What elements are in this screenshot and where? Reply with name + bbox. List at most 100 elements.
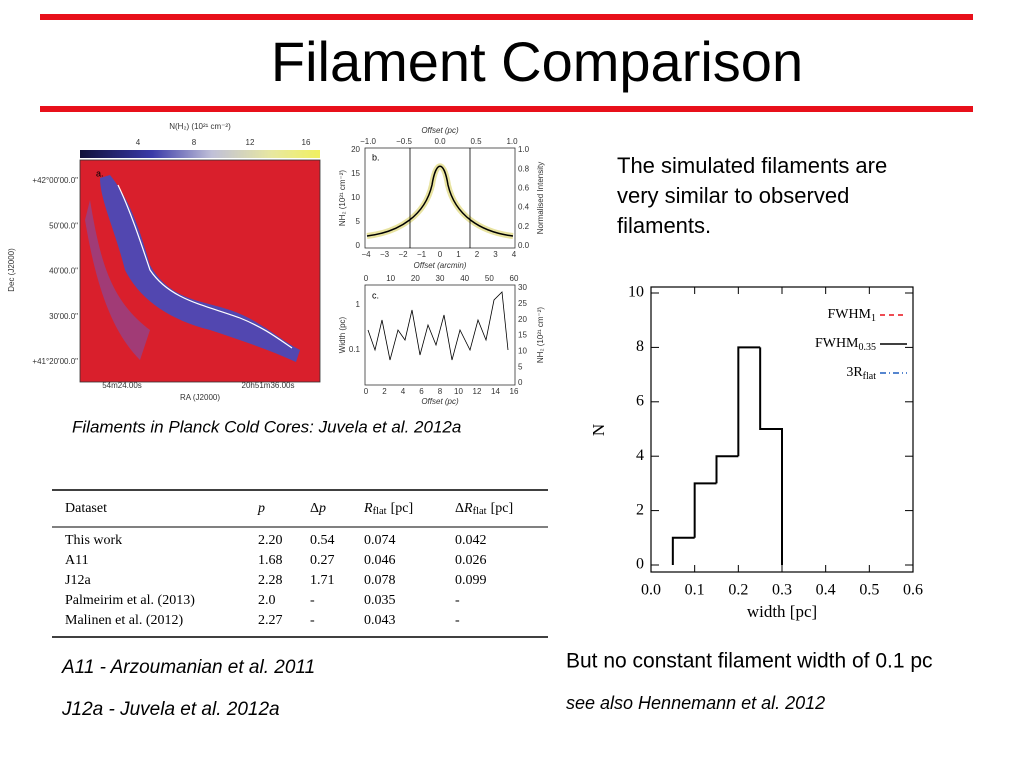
tick-label: 0.2 bbox=[518, 222, 530, 231]
tick-label: 40 bbox=[460, 274, 469, 283]
y-tick-label: 8 bbox=[636, 338, 644, 355]
table-cell: Palmeirim et al. (2013) bbox=[65, 593, 195, 608]
histogram-bar bbox=[715, 455, 739, 484]
table-cell: 1.71 bbox=[310, 573, 335, 588]
legend-name: 3R bbox=[846, 365, 863, 380]
tick-label: 10 bbox=[518, 346, 527, 355]
colorbar-tick: 8 bbox=[192, 138, 197, 147]
panel-label: b. bbox=[372, 152, 380, 162]
table-cell: - bbox=[310, 593, 315, 608]
tick-label: 0.1 bbox=[349, 345, 361, 354]
y-tick-label: 2 bbox=[636, 501, 644, 518]
legend-name: FWHM bbox=[827, 307, 871, 322]
panel-c-image bbox=[364, 284, 516, 386]
ra-tick: 20h51m36.00s bbox=[242, 381, 295, 390]
tick-label: 2 bbox=[382, 387, 387, 396]
table-cell: Malinen et al. (2012) bbox=[65, 613, 184, 628]
tick-label: −0.5 bbox=[396, 137, 412, 146]
conclusion: But no constant filament width of 0.1 pc bbox=[566, 650, 933, 673]
x-tick-label: 0.3 bbox=[772, 582, 792, 599]
cell-text: Dataset bbox=[65, 501, 107, 516]
table-header-cell: Rflat [pc] bbox=[363, 501, 413, 517]
dec-tick: 40'00.0" bbox=[49, 267, 78, 276]
legend-subscript: 0.35 bbox=[859, 342, 877, 353]
table-cell: 0.035 bbox=[364, 593, 396, 608]
table-cell: 0.27 bbox=[310, 553, 335, 568]
histogram-bar bbox=[693, 482, 717, 538]
tick-label: 20 bbox=[351, 145, 360, 154]
filament-region bbox=[100, 175, 300, 362]
legend-subscript: flat bbox=[863, 371, 877, 382]
colorbar-label: N(H₂) (10²¹ cm⁻²) bbox=[169, 122, 231, 131]
tick-label: 30 bbox=[436, 274, 445, 283]
tick-label: 8 bbox=[438, 387, 443, 396]
ra-label: RA (J2000) bbox=[180, 393, 220, 402]
panel-label: c. bbox=[372, 290, 379, 300]
cloud-region bbox=[85, 200, 150, 360]
reference: see also Hennemann et al. 2012 bbox=[566, 693, 825, 713]
axis-label: NH₂ (10²¹ cm⁻²) bbox=[338, 170, 347, 227]
tick-label: 4 bbox=[401, 387, 406, 396]
cell-unit: [pc] bbox=[391, 501, 414, 516]
table-header-cell: Δp bbox=[310, 501, 326, 516]
cell-symbol: R bbox=[463, 501, 473, 516]
colorbar-tick: 16 bbox=[302, 138, 311, 147]
statement-line: The simulated filaments are bbox=[617, 153, 887, 178]
abbreviation-note: A11 - Arzoumanian et al. 2011 bbox=[61, 657, 315, 678]
tick-label: 12 bbox=[473, 387, 482, 396]
abbreviation-note: J12a - Juvela et al. 2012a bbox=[61, 699, 280, 720]
table-cell: A11 bbox=[65, 553, 89, 568]
panel-b-image bbox=[364, 147, 516, 249]
table-cell: 2.28 bbox=[258, 573, 283, 588]
tick-label: 0.0 bbox=[518, 241, 530, 250]
table-cell: 0.074 bbox=[364, 533, 396, 548]
table-cell: 0.54 bbox=[310, 533, 335, 548]
panel-c-trace bbox=[367, 291, 509, 361]
slide-title: Filament Comparison bbox=[271, 30, 803, 93]
table-header-cell: Dataset bbox=[65, 501, 107, 516]
tick-label: 0.5 bbox=[470, 137, 482, 146]
tick-label: 10 bbox=[454, 387, 463, 396]
colorbar-tick: 4 bbox=[136, 138, 141, 147]
tick-label: 10 bbox=[386, 274, 395, 283]
tick-label: 0 bbox=[438, 250, 443, 259]
y-tick-label: 0 bbox=[636, 556, 644, 573]
tick-label: 16 bbox=[510, 387, 519, 396]
cell-unit: [pc] bbox=[491, 501, 514, 516]
x-tick-label: 0.0 bbox=[641, 582, 661, 599]
tick-label: 50 bbox=[485, 274, 494, 283]
cell-subscript: flat bbox=[473, 506, 487, 517]
table-cell: 2.27 bbox=[258, 613, 283, 628]
tick-label: −3 bbox=[380, 250, 390, 259]
table-cell: 0.026 bbox=[455, 553, 487, 568]
tick-label: 4 bbox=[512, 250, 517, 259]
axis-label: Offset (pc) bbox=[421, 126, 459, 135]
table-cell: This work bbox=[65, 533, 122, 548]
cell-subscript: flat bbox=[373, 506, 387, 517]
table-cell: 0.046 bbox=[364, 553, 396, 568]
statement-line: very similar to observed bbox=[617, 183, 849, 208]
tick-label: 1.0 bbox=[506, 137, 518, 146]
cell-symbol: p bbox=[257, 501, 265, 516]
dec-tick: 30'00.0" bbox=[49, 312, 78, 321]
filament-track bbox=[117, 184, 293, 349]
colorbar-tick: 12 bbox=[246, 138, 255, 147]
tick-label: −1 bbox=[417, 250, 427, 259]
table-header-cell: ΔRflat [pc] bbox=[455, 501, 513, 517]
cell-symbol: R bbox=[363, 501, 373, 516]
figure-caption: Filaments in Planck Cold Cores: Juvela e… bbox=[72, 417, 461, 436]
colorbar bbox=[80, 150, 320, 158]
tick-label: 0.8 bbox=[518, 164, 530, 173]
tick-label: 60 bbox=[510, 274, 519, 283]
x-tick-label: 0.1 bbox=[685, 582, 705, 599]
profile-mean bbox=[366, 165, 514, 237]
y-tick-label: 6 bbox=[636, 392, 644, 409]
legend-label: 3Rflat bbox=[846, 365, 876, 382]
map-image bbox=[79, 150, 321, 383]
legend-label: FWHM0.35 bbox=[815, 336, 876, 353]
axis-label: NH₂ (10²¹ cm⁻²) bbox=[536, 307, 545, 364]
tick-label: 6 bbox=[419, 387, 424, 396]
table-cell: 1.68 bbox=[258, 553, 283, 568]
cell-text: Δ bbox=[310, 501, 319, 516]
